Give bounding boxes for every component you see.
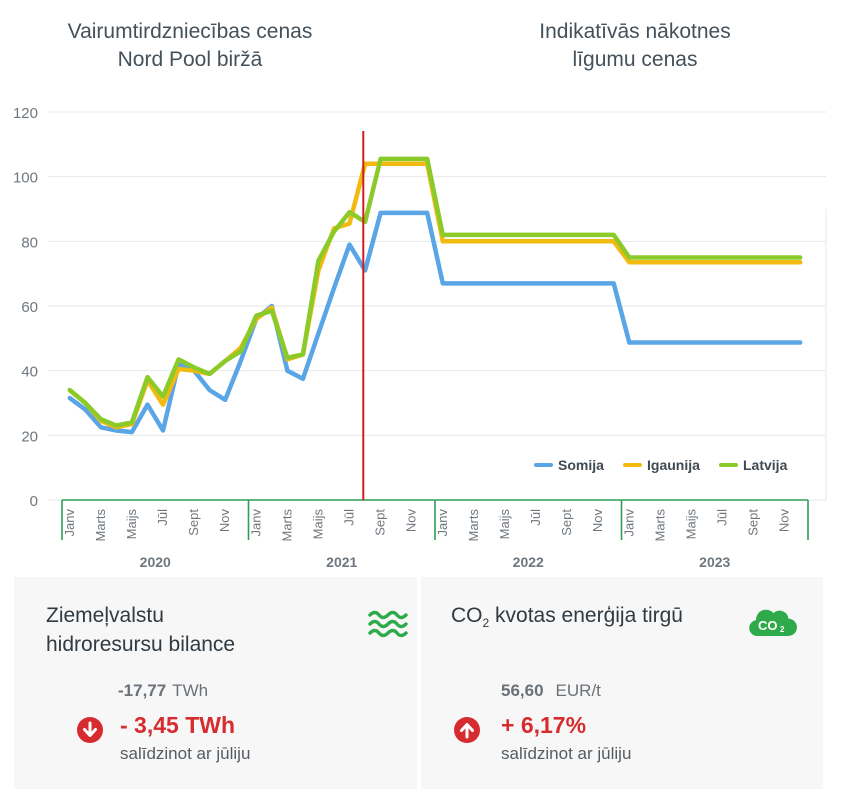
co2-previous-unit: EUR/t [555, 681, 601, 700]
co2-previous: 56,60 EUR/t [501, 681, 601, 701]
co2-previous-value: 56,60 [501, 681, 544, 700]
x-tick-label: Sept [559, 509, 574, 536]
x-tick-label: Sept [186, 509, 201, 536]
y-tick-label: 100 [13, 170, 38, 187]
x-tick-label: Maijs [124, 509, 139, 540]
y-tick-label: 60 [21, 299, 38, 316]
price-line-chart: 0 20 40 60 80 100 120 Janv Marts Maijs Jūl Sept Nov… [13, 105, 827, 570]
hydro-balance-card: Ziemeļvalstu hidroresursu bilance -17,77… [14, 577, 417, 789]
legend-label: Latvija [743, 457, 788, 473]
chart-series [67, 156, 803, 435]
arrow-down-icon [77, 717, 103, 743]
x-tick-label: Janv [248, 509, 263, 537]
series-line-somija [67, 210, 803, 435]
y-tick-label: 80 [21, 234, 38, 251]
legend-item-somija: Somija [534, 457, 604, 473]
right-heading-line2: līgumu cenas [572, 48, 698, 71]
hydro-title-line1: Ziemeļvalstu [46, 604, 164, 627]
x-tick-label: Jūl [715, 509, 730, 526]
left-heading: Vairumtirdzniecības cenas Nord Pool birž… [40, 18, 340, 74]
year-label: 2023 [699, 554, 730, 570]
x-tick-label: Nov [777, 509, 792, 533]
x-tick-label: Sept [373, 509, 388, 536]
x-tick-label: Janv [62, 509, 77, 537]
co2-title-suffix: kvotas enerģija tirgū [489, 604, 683, 627]
hydro-delta: - 3,45 TWh [120, 712, 236, 738]
right-heading-line1: Indikatīvās nākotnes [539, 20, 731, 43]
left-heading-line2: Nord Pool biržā [117, 48, 263, 71]
hydro-card-title: Ziemeļvalstu hidroresursu bilance [46, 601, 235, 659]
co2-card-title: CO2 kvotas enerģija tirgū [451, 601, 683, 638]
legend-label: Igaunija [647, 457, 700, 473]
co2-icon-text: CO [758, 618, 778, 633]
co2-title-sub: 2 [482, 616, 490, 631]
co2-icon-sub: 2 [780, 625, 785, 634]
y-tick-label: 20 [21, 428, 38, 445]
co2-title-prefix: CO [451, 604, 483, 627]
x-tick-label: Marts [652, 509, 667, 542]
co2-compare-text: salīdzinot ar jūliju [501, 744, 632, 763]
x-tick-label: Sept [746, 509, 761, 536]
x-axis: Janv Marts Maijs Jūl Sept Nov Janv Marts Maijs Jū… [61, 499, 809, 570]
x-tick-label: Maijs [497, 509, 512, 540]
series-line-latvija [67, 156, 803, 428]
legend-item-latvija: Latvija [719, 457, 788, 473]
co2-cloud-icon: CO 2 [749, 609, 797, 637]
y-tick-label: 0 [30, 493, 38, 510]
co2-quota-card: CO2 kvotas enerģija tirgū CO 2 56,60 EUR/… [421, 577, 823, 789]
hydro-previous: -17,77 TWh [118, 681, 208, 701]
y-axis: 0 20 40 60 80 100 120 [13, 105, 38, 510]
water-waves-icon [368, 610, 408, 638]
x-tick-label: Marts [93, 509, 108, 542]
legend-label: Somija [558, 457, 604, 473]
hydro-previous-unit: TWh [172, 681, 209, 700]
x-tick-label: Janv [435, 509, 450, 537]
year-label: 2021 [326, 554, 357, 570]
year-label: 2020 [140, 554, 171, 570]
x-tick-label: Maijs [310, 509, 325, 540]
year-label: 2022 [513, 554, 544, 570]
x-tick-label: Nov [590, 509, 605, 533]
arrow-up-icon [454, 717, 480, 743]
x-tick-label: Janv [621, 509, 636, 537]
right-heading: Indikatīvās nākotnes līgumu cenas [485, 18, 785, 74]
x-tick-label: Jūl [342, 509, 357, 526]
legend-item-igaunija: Igaunija [623, 457, 700, 473]
left-heading-line1: Vairumtirdzniecības cenas [67, 20, 313, 43]
hydro-previous-value: -17,77 [118, 681, 167, 700]
x-tick-label: Marts [279, 509, 294, 542]
x-tick-label: Maijs [683, 509, 698, 540]
x-tick-label: Nov [404, 509, 419, 533]
hydro-title-line2: hidroresursu bilance [46, 633, 236, 656]
y-tick-label: 40 [21, 364, 38, 381]
x-tick-label: Jūl [155, 509, 170, 526]
x-tick-label: Nov [217, 509, 232, 533]
x-tick-label: Jūl [528, 509, 543, 526]
chart-legend: Somija Igaunija Latvija [534, 457, 788, 473]
chart-grid [48, 111, 827, 501]
hydro-compare-text: salīdzinot ar jūliju [120, 744, 251, 763]
x-tick-label: Marts [466, 509, 481, 542]
co2-delta: + 6,17% [501, 712, 587, 738]
y-tick-label: 120 [13, 105, 38, 122]
